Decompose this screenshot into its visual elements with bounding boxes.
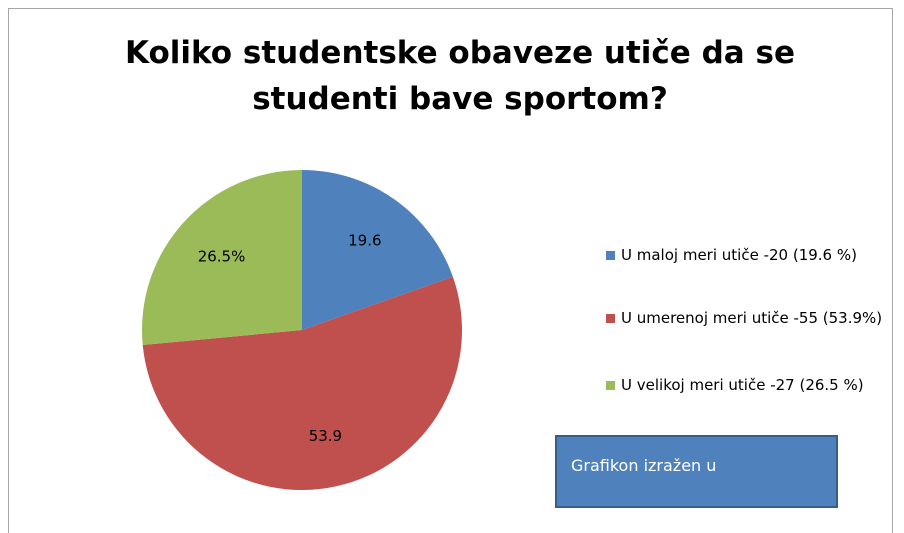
- legend-item: U maloj meri utiče -20 (19.6 %): [606, 243, 896, 267]
- data-label: 53.9: [309, 427, 342, 445]
- legend-label: U velikoj meri utiče -27 (26.5 %): [621, 376, 864, 394]
- pie-slice: [142, 276, 462, 490]
- legend-item: U velikoj meri utiče -27 (26.5 %): [606, 373, 896, 397]
- chart-title: Koliko studentske obaveze utiče da se st…: [125, 35, 795, 117]
- annotation-box: Grafikon izražen u: [555, 435, 838, 508]
- pie-slice: [302, 170, 453, 330]
- data-label: 19.6: [348, 232, 381, 250]
- legend-item: U umerenoj meri utiče -55 (53.9%): [606, 306, 896, 330]
- chart-frame: [8, 8, 893, 533]
- legend-swatch: [606, 251, 615, 260]
- legend-swatch: [606, 314, 615, 323]
- data-label: 26.5%: [198, 247, 246, 265]
- pie-slice: [142, 170, 302, 346]
- legend-label: U umerenoj meri utiče -55 (53.9%): [621, 309, 883, 327]
- legend-swatch: [606, 381, 615, 390]
- legend-label: U maloj meri utiče -20 (19.6 %): [621, 246, 857, 264]
